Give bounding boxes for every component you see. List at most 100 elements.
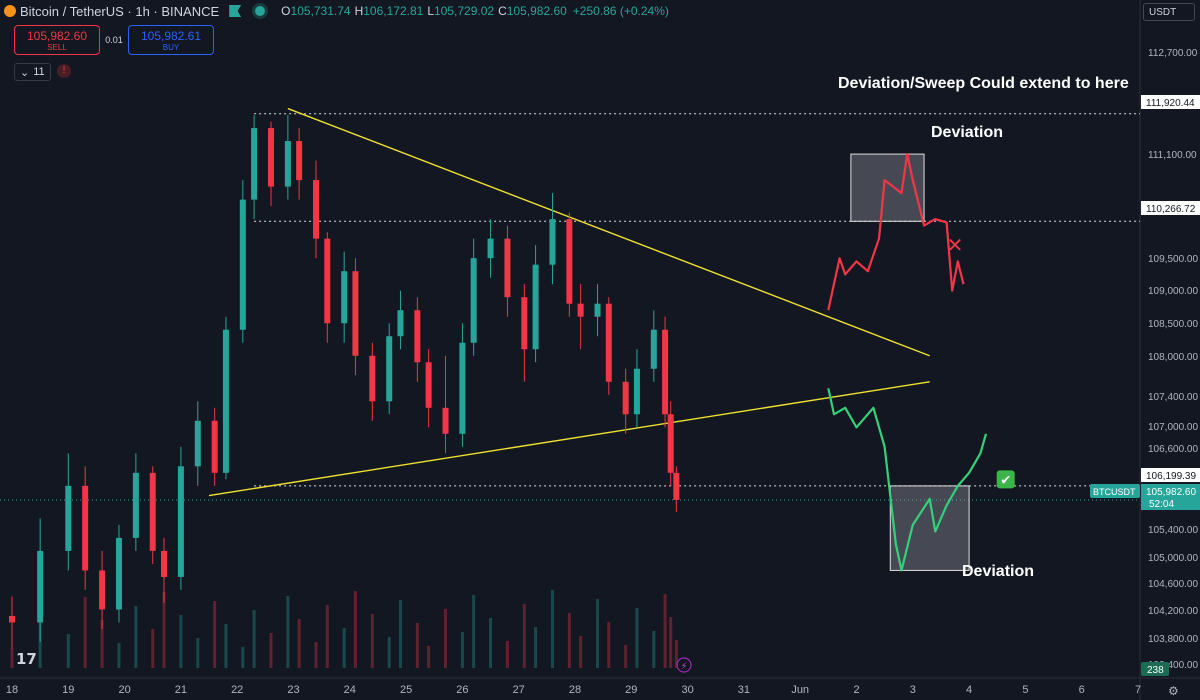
x-tick-label: 18 — [6, 684, 18, 696]
volume-bar — [460, 632, 464, 668]
y-tick-label: 109,000.00 — [1148, 286, 1198, 297]
status-dot-icon — [255, 6, 266, 16]
price-level-badge — [1141, 95, 1200, 109]
x-tick-label: 19 — [62, 684, 74, 696]
candle-body — [222, 329, 229, 473]
candle-body — [414, 310, 421, 363]
volume-bar — [10, 648, 14, 668]
bearish-path — [827, 153, 965, 311]
volume-bar — [415, 623, 419, 668]
volume-bar — [179, 615, 183, 668]
y-tick-label: 105,400.00 — [1148, 525, 1198, 536]
current-price-label: 105,982.60 — [1146, 487, 1196, 498]
sell-button[interactable]: 105,982.60 SELL — [14, 25, 100, 55]
volume-bar — [100, 620, 104, 668]
buy-price: 105,982.61 — [140, 28, 202, 43]
volume-bar — [472, 595, 476, 668]
volume-bar — [607, 622, 611, 668]
y-tick-label: 109,500.00 — [1148, 254, 1198, 265]
candle-body — [549, 219, 556, 265]
candle-body — [324, 238, 331, 324]
volume-badge-label: 238 — [1147, 665, 1164, 676]
symbol-title[interactable]: Bitcoin / TetherUS · 1h · BINANCE — [20, 3, 220, 19]
volume-bar — [635, 608, 639, 668]
trade-panel: 105,982.60 SELL 0.01 105,982.61 BUY — [14, 25, 214, 55]
candle-body — [650, 329, 657, 369]
candle-body — [605, 303, 612, 382]
countdown-label: 52:04 — [1149, 499, 1174, 510]
x-tick-label: 26 — [456, 684, 468, 696]
volume-bar — [269, 633, 273, 668]
low-label: L — [427, 4, 434, 18]
y-tick-label: 108,500.00 — [1148, 319, 1198, 330]
ticker-badge — [1090, 484, 1140, 498]
bullish-path — [827, 388, 988, 572]
candle-body — [115, 537, 122, 610]
volume-bar — [83, 597, 87, 668]
candle-body — [386, 336, 393, 402]
y-tick-label: 106,600.00 — [1148, 444, 1198, 455]
volume-bar — [241, 647, 245, 668]
candle-body — [369, 355, 376, 402]
candle-body — [132, 472, 139, 538]
flag-icon[interactable] — [229, 5, 242, 17]
x-tick-label: 31 — [738, 684, 750, 696]
tradingview-logo-icon[interactable]: 17 — [16, 650, 37, 668]
upper-deviation-box — [850, 153, 925, 222]
y-tick-label: 104,200.00 — [1148, 606, 1198, 617]
gear-icon[interactable]: ⚙ — [1168, 684, 1179, 698]
y-tick-label: 103,400.00 — [1148, 660, 1198, 671]
volume-bar — [522, 604, 526, 668]
trendline-lower — [208, 381, 930, 497]
x-tick-label: 7 — [1135, 684, 1141, 696]
chevron-down-icon: ⌄ — [20, 66, 30, 79]
candle-body — [470, 258, 477, 343]
check-mark: ✔ — [1000, 473, 1011, 488]
candle-body — [662, 329, 669, 415]
open-value: 105,731.74 — [290, 4, 351, 18]
candle-body — [532, 264, 539, 350]
buy-button[interactable]: 105,982.61 BUY — [128, 25, 214, 55]
candle-body — [521, 297, 528, 350]
volume-bar — [151, 629, 155, 668]
x-tick-label: Jun — [791, 684, 809, 696]
price-level-label: 111,920.44 — [1146, 98, 1195, 109]
y-tick-label: 104,600.00 — [1148, 579, 1198, 590]
candle-body — [284, 141, 291, 187]
volume-bar — [534, 627, 538, 668]
spread-value: 0.01 — [105, 35, 123, 45]
candle-body — [239, 199, 246, 330]
candle-body — [442, 407, 449, 434]
symbol-header[interactable]: Bitcoin / TetherUS · 1h · BINANCE O 105,7… — [0, 0, 669, 22]
price-level-badge — [1141, 468, 1200, 482]
volume-bar — [398, 600, 402, 668]
high-label: H — [354, 4, 364, 18]
volume-bar — [297, 619, 301, 668]
indicators-toggle[interactable]: ⌄ 11 — [14, 63, 51, 81]
candle-body — [425, 362, 432, 408]
volume-bar — [596, 599, 600, 668]
volume-bar — [213, 601, 217, 668]
y-tick-label: 111,100.00 — [1148, 150, 1197, 161]
candle-body — [594, 303, 601, 317]
volume-bar — [489, 618, 493, 668]
candle-body — [177, 466, 184, 577]
volume-bar — [134, 606, 138, 668]
x-tick-label: 23 — [287, 684, 299, 696]
candle-body — [566, 219, 573, 304]
candle-body — [99, 570, 106, 610]
volume-bar — [314, 642, 318, 668]
x-tick-label: 3 — [910, 684, 916, 696]
x-tick-label: 30 — [681, 684, 693, 696]
candle-body — [149, 472, 156, 551]
lightning-icon[interactable] — [676, 657, 692, 673]
volume-bar — [342, 628, 346, 668]
warning-icon[interactable]: ! — [57, 64, 71, 78]
currency-selector[interactable]: USDT — [1143, 3, 1195, 21]
x-tick-label: 28 — [569, 684, 581, 696]
candle-body — [9, 615, 15, 623]
volume-bar — [224, 624, 228, 668]
volume-bar — [66, 634, 70, 668]
